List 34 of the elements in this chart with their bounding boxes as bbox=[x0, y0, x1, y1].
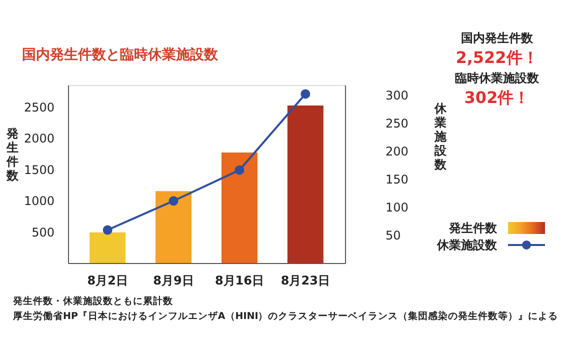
bar bbox=[221, 152, 258, 263]
y-tick-label: 1500 bbox=[24, 162, 54, 177]
text: 302件！ bbox=[464, 88, 530, 107]
y2-tick-label: 50 bbox=[386, 228, 401, 243]
point bbox=[168, 196, 178, 206]
point bbox=[102, 225, 112, 235]
legend-label: 休業施設数 bbox=[436, 238, 498, 252]
y2-tick-label: 150 bbox=[386, 172, 408, 187]
legend-label: 発生件数 bbox=[448, 221, 498, 235]
bar bbox=[287, 105, 324, 263]
y-axis-title: 発生件数 bbox=[6, 126, 20, 182]
y2-axis-title: 休業施設数 bbox=[434, 102, 448, 172]
x-tick-label: 8月16日 bbox=[214, 274, 264, 288]
text: 臨時休業施設数 bbox=[455, 71, 540, 85]
chart-title: 国内発生件数と臨時休業施設数 bbox=[22, 47, 219, 63]
text: 国内発生件数 bbox=[461, 31, 534, 45]
x-tick-label: 8月9日 bbox=[153, 274, 194, 288]
bar bbox=[156, 191, 192, 263]
y2-tick-label: 100 bbox=[386, 200, 408, 215]
y2-tick-label: 250 bbox=[386, 116, 408, 131]
y2-tick-label: 200 bbox=[386, 144, 408, 159]
x-tick-label: 8月2日 bbox=[87, 274, 128, 288]
y-tick-label: 2500 bbox=[24, 100, 54, 114]
point bbox=[300, 89, 310, 99]
x-tick-label: 8月23日 bbox=[280, 274, 330, 288]
y-tick-label: 2000 bbox=[24, 132, 54, 146]
y-tick-label: 1000 bbox=[24, 194, 54, 208]
text: 発生件数・休業施設数ともに累計数 bbox=[12, 295, 174, 307]
y2-tick-label: 300 bbox=[386, 88, 408, 103]
bar bbox=[90, 232, 126, 263]
y-tick-label: 500 bbox=[32, 225, 54, 240]
text: 2,522件！ bbox=[456, 48, 538, 67]
point bbox=[234, 165, 244, 175]
text: 厚生労働省HP『日本におけるインフルエンザA（HINI）のクラスターサーベイランス（集団感染の発生件数等）』による bbox=[12, 310, 558, 322]
